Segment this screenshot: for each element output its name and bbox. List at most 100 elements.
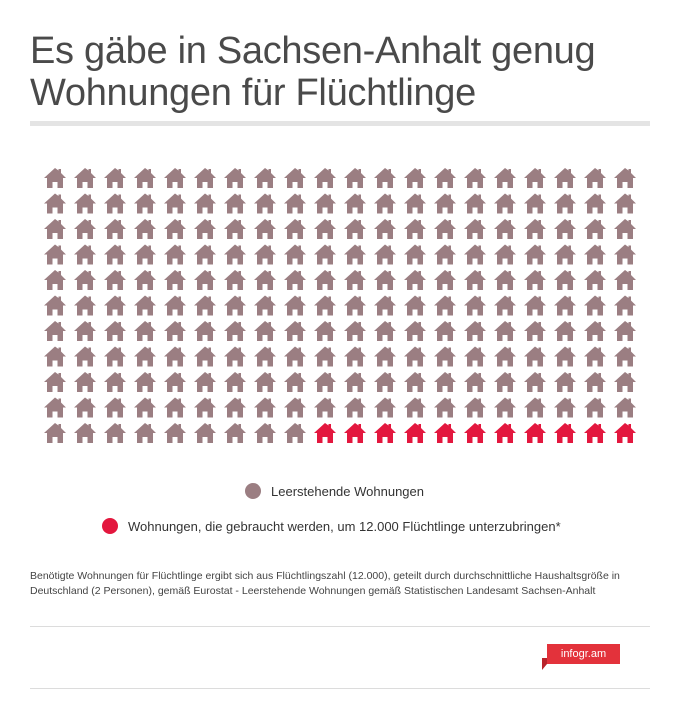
house-icon-needed	[404, 423, 426, 443]
house-icon-vacant	[584, 270, 606, 290]
house-icon-vacant	[344, 193, 366, 214]
house-icon-needed	[434, 423, 456, 443]
legend-label-needed: Wohnungen, die gebraucht werden, um 12.0…	[128, 518, 561, 534]
house-icon-vacant	[554, 244, 576, 265]
house-icon-vacant	[464, 397, 486, 418]
house-icon-vacant	[314, 193, 336, 214]
house-icon-vacant	[74, 346, 96, 367]
house-icon-vacant	[164, 397, 186, 418]
house-icon-vacant	[194, 321, 216, 341]
house-icon-vacant	[374, 397, 396, 418]
house-icon-needed	[344, 423, 366, 443]
house-icon-vacant	[44, 423, 66, 443]
house-icon-vacant	[74, 423, 96, 443]
title-divider	[30, 121, 650, 126]
house-icon-vacant	[194, 168, 216, 188]
house-icon-vacant	[74, 219, 96, 239]
house-icon-vacant	[494, 219, 516, 239]
house-icon-vacant	[134, 346, 156, 367]
house-icon-vacant	[314, 270, 336, 290]
house-icon-vacant	[284, 346, 306, 367]
house-icon-vacant	[194, 423, 216, 443]
house-icon-vacant	[74, 168, 96, 188]
house-icon-vacant	[374, 295, 396, 316]
house-icon-vacant	[434, 193, 456, 214]
house-icon-vacant	[584, 397, 606, 418]
house-icon-vacant	[554, 219, 576, 239]
house-icon-vacant	[74, 372, 96, 392]
house-icon-vacant	[344, 346, 366, 367]
house-icon-vacant	[104, 295, 126, 316]
house-icon-vacant	[434, 295, 456, 316]
house-icon-vacant	[194, 397, 216, 418]
house-icon-vacant	[254, 168, 276, 188]
house-icon-vacant	[254, 244, 276, 265]
house-icon-vacant	[524, 270, 546, 290]
house-icon-vacant	[74, 397, 96, 418]
house-icon-vacant	[314, 219, 336, 239]
house-icon-vacant	[284, 397, 306, 418]
legend-item-needed: Wohnungen, die gebraucht werden, um 12.0…	[102, 518, 561, 534]
house-icon-vacant	[314, 168, 336, 188]
house-icon-vacant	[104, 219, 126, 239]
house-icon-vacant	[314, 372, 336, 392]
house-icon-vacant	[44, 346, 66, 367]
house-icon-vacant	[584, 219, 606, 239]
house-icon-vacant	[524, 219, 546, 239]
house-icon-vacant	[284, 372, 306, 392]
house-icon-vacant	[554, 193, 576, 214]
house-icon-vacant	[464, 346, 486, 367]
house-icon-vacant	[224, 397, 246, 418]
house-icon-vacant	[344, 270, 366, 290]
house-icon-vacant	[254, 397, 276, 418]
house-icon-vacant	[194, 372, 216, 392]
house-icon-vacant	[224, 219, 246, 239]
house-icon-vacant	[584, 193, 606, 214]
house-icon-vacant	[614, 346, 636, 367]
house-icon-vacant	[254, 372, 276, 392]
house-icon-vacant	[74, 244, 96, 265]
house-icon-vacant	[254, 346, 276, 367]
infogram-brand-link[interactable]: infogr.am	[542, 644, 620, 670]
house-icon-vacant	[224, 423, 246, 443]
house-icon-vacant	[164, 321, 186, 341]
house-icon-vacant	[404, 244, 426, 265]
house-icon-vacant	[44, 193, 66, 214]
house-icon-vacant	[614, 219, 636, 239]
legend-label-vacant: Leerstehende Wohnungen	[271, 483, 424, 499]
legend-marker-needed	[102, 518, 118, 534]
house-icon-vacant	[134, 219, 156, 239]
house-icon-vacant	[464, 270, 486, 290]
house-icon-needed	[524, 423, 546, 443]
house-icon-vacant	[194, 244, 216, 265]
house-icon-vacant	[374, 321, 396, 341]
house-icon-vacant	[404, 219, 426, 239]
house-icon-vacant	[554, 397, 576, 418]
house-icon-vacant	[134, 193, 156, 214]
house-icon-vacant	[614, 321, 636, 341]
house-icon-vacant	[524, 168, 546, 188]
house-icon-vacant	[314, 321, 336, 341]
house-icon-vacant	[344, 295, 366, 316]
house-icon-vacant	[44, 219, 66, 239]
house-icon-vacant	[314, 244, 336, 265]
house-icon-needed	[494, 423, 516, 443]
house-icon-vacant	[404, 295, 426, 316]
house-icon-needed	[374, 423, 396, 443]
house-icon-vacant	[584, 372, 606, 392]
house-icon-vacant	[164, 168, 186, 188]
legend-item-vacant: Leerstehende Wohnungen	[245, 483, 424, 499]
house-icon-vacant	[614, 295, 636, 316]
house-icon-vacant	[164, 219, 186, 239]
house-icon-vacant	[194, 270, 216, 290]
house-icon-vacant	[404, 372, 426, 392]
brand-flag-tail	[542, 658, 552, 670]
house-icon-vacant	[404, 346, 426, 367]
house-icon-vacant	[224, 321, 246, 341]
house-icon-vacant	[284, 321, 306, 341]
house-icon-vacant	[524, 397, 546, 418]
house-icon-needed	[464, 423, 486, 443]
house-icon-vacant	[284, 219, 306, 239]
house-icon-needed	[584, 423, 606, 443]
house-icon-vacant	[464, 168, 486, 188]
